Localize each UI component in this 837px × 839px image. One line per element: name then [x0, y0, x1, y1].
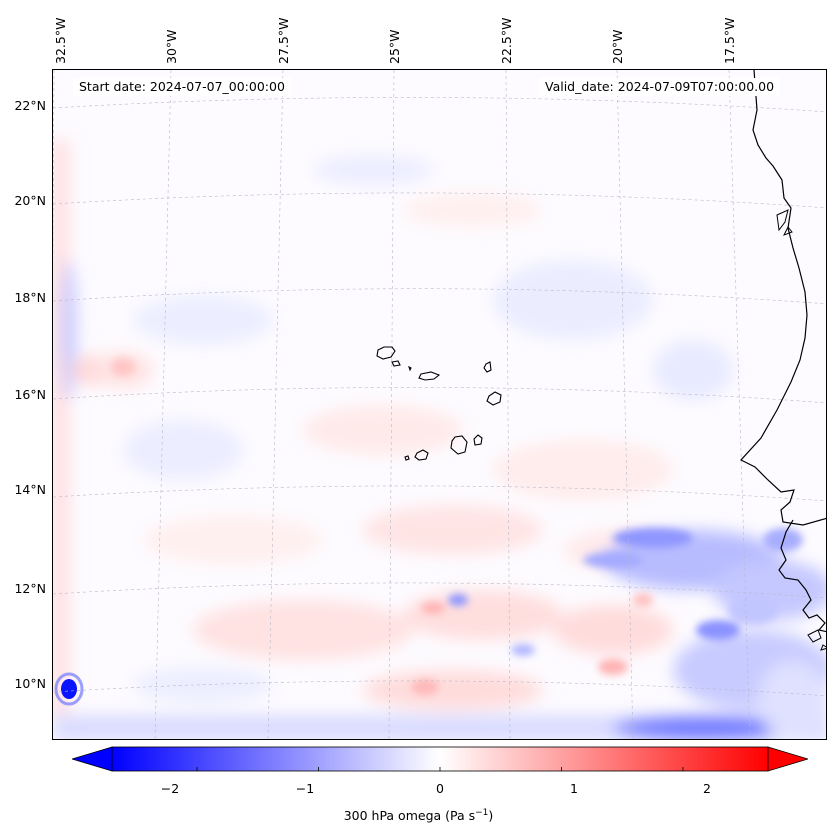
colorbar-ticks [196, 767, 684, 771]
lon-label-22-5w: 22.5°W [499, 17, 514, 64]
map-svg [53, 70, 826, 739]
lon-label-30w: 30°W [164, 29, 179, 64]
colorbar-tick-0: 0 [436, 781, 444, 796]
colorbar-tick-2: 2 [703, 781, 711, 796]
lat-label-18n: 18°N [14, 290, 46, 305]
lon-label-25w: 25°W [387, 29, 402, 64]
colorbar-svg [70, 746, 810, 772]
cape-verde-islands [376, 346, 502, 461]
omega-map [52, 69, 827, 740]
strong-ascent-blob-ring [54, 672, 84, 706]
colorbar [70, 746, 810, 772]
lat-label-10n: 10°N [14, 676, 46, 691]
lat-label-12n: 12°N [14, 581, 46, 596]
colorbar-extend-max [767, 746, 810, 772]
lon-label-20w: 20°W [610, 29, 625, 64]
colorbar-tick-1: 1 [570, 781, 578, 796]
coast-detail-north [776, 209, 793, 236]
colorbar-label: 300 hPa omega (Pa s−1) [343, 808, 494, 824]
lat-label-22n: 22°N [14, 98, 46, 113]
lat-label-20n: 20°N [14, 193, 46, 208]
colorbar-extend-min [70, 746, 113, 772]
valid-date-label: Valid_date: 2024-07-09T07:00:00.00 [539, 78, 781, 96]
graticule [53, 70, 826, 739]
lon-label-32-5w: 32.5°W [53, 17, 68, 64]
africa-coastline [740, 70, 826, 633]
coast-detail-south [807, 629, 826, 651]
strong-ascent-blob [61, 679, 77, 699]
omega-field-details [111, 358, 803, 695]
colorbar-tick-neg1: −1 [295, 781, 315, 796]
lon-label-17-5w: 17.5°W [722, 17, 737, 64]
lat-label-14n: 14°N [14, 482, 46, 497]
start-date-label: Start date: 2024-07-07_00:00:00 [73, 78, 291, 96]
omega-field-patches [53, 140, 826, 739]
lon-label-27-5w: 27.5°W [276, 17, 291, 64]
lat-label-16n: 16°N [14, 387, 46, 402]
colorbar-tick-neg2: −2 [160, 781, 180, 796]
